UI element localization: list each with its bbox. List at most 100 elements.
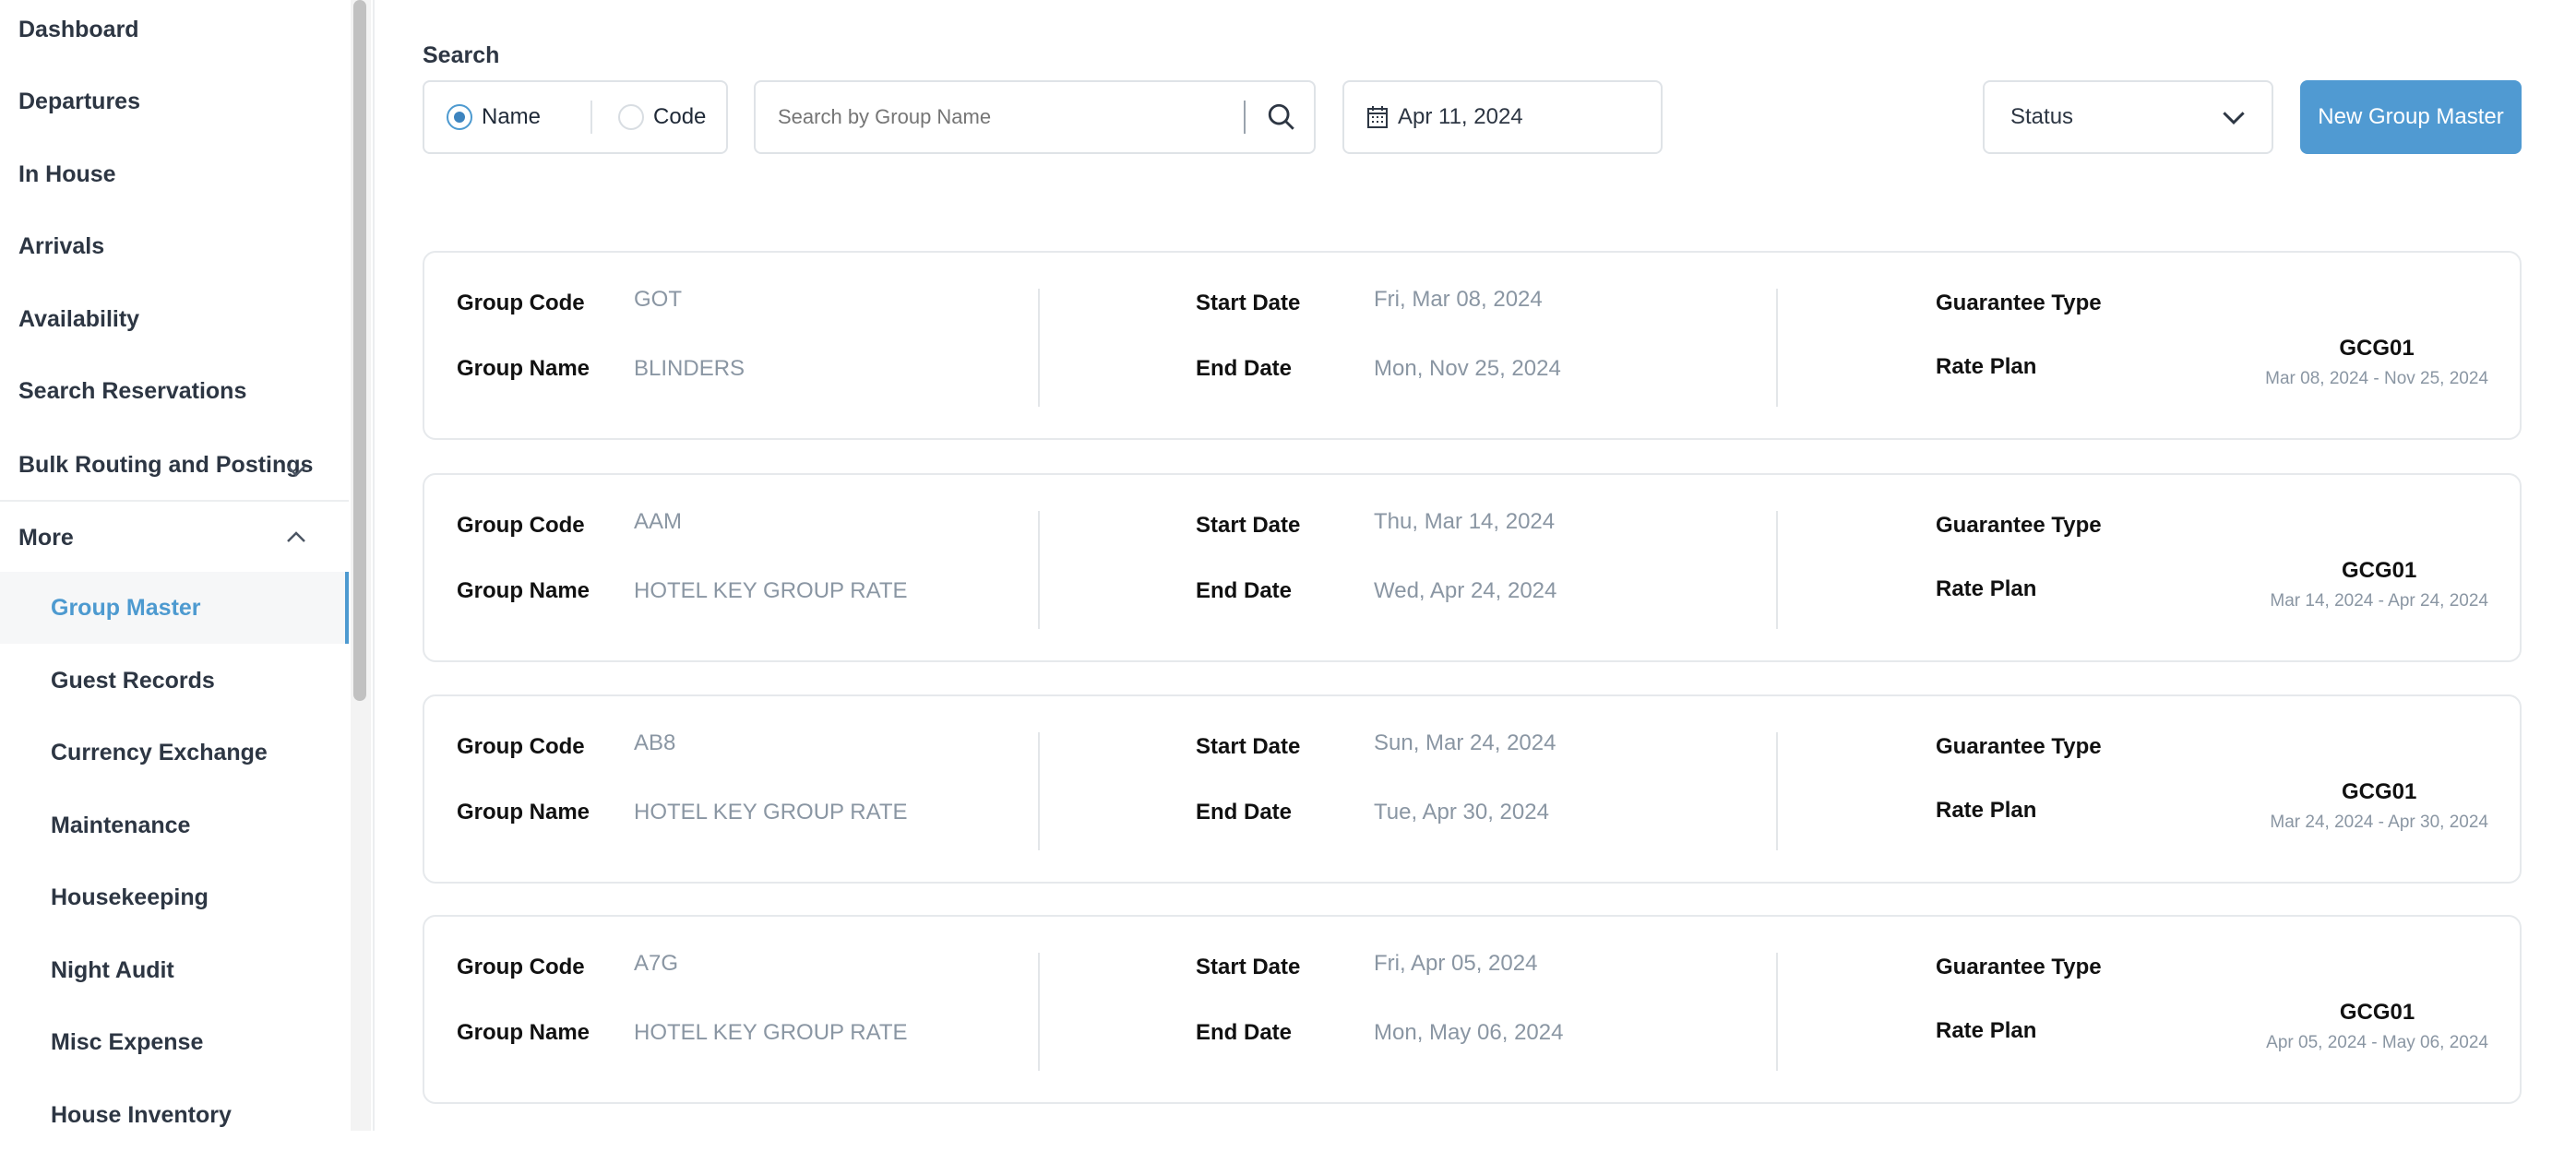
sidebar-item-label: Currency Exchange [51, 739, 268, 765]
start-date-label: Start Date [1196, 291, 1301, 315]
sidebar-item-label: Maintenance [51, 812, 191, 838]
sidebar-item-currency-exchange[interactable]: Currency Exchange [0, 717, 349, 789]
column-divider [1038, 953, 1040, 1071]
sidebar-item-arrivals[interactable]: Arrivals [0, 210, 349, 282]
rate-plan-label: Rate Plan [1936, 1018, 2037, 1043]
date-value: Apr 11, 2024 [1398, 104, 1523, 129]
date-picker[interactable]: Apr 11, 2024 [1342, 80, 1663, 154]
sidebar-item-group-master[interactable]: Group Master [0, 572, 349, 644]
sidebar-item-house-inventory[interactable]: House Inventory [0, 1079, 349, 1151]
rate-plan-code: GCG01 [2342, 779, 2417, 804]
radio-name[interactable]: Name [447, 104, 541, 130]
rate-plan: GCG01 Apr 05, 2024 - May 06, 2024 [2266, 1000, 2488, 1053]
rate-plan-range: Apr 05, 2024 - May 06, 2024 [2266, 1033, 2488, 1052]
group-card[interactable]: Group Code A7G Group Name HOTEL KEY GROU… [423, 915, 2522, 1104]
end-date-label: End Date [1196, 578, 1293, 603]
sidebar-item-misc-expense[interactable]: Misc Expense [0, 1006, 349, 1078]
sidebar: Dashboard Departures In House Arrivals A… [0, 0, 349, 1131]
column-divider [1038, 289, 1040, 407]
rate-plan-label: Rate Plan [1936, 354, 2037, 379]
sidebar-item-night-audit[interactable]: Night Audit [0, 934, 349, 1006]
end-date-value: Mon, Nov 25, 2024 [1374, 356, 1561, 381]
radio-divider [590, 101, 593, 134]
sidebar-scrollbar-thumb[interactable] [353, 0, 366, 701]
sidebar-item-label: Departures [18, 88, 140, 114]
end-date-label: End Date [1196, 1020, 1293, 1045]
guarantee-type-label: Guarantee Type [1936, 955, 2102, 979]
rate-plan-code: GCG01 [2339, 336, 2415, 361]
radio-name-label: Name [482, 104, 542, 129]
sidebar-item-label: Arrivals [18, 232, 105, 259]
column-divider [1776, 511, 1778, 629]
sidebar-item-label: More [18, 524, 74, 551]
sidebar-item-label: Dashboard [18, 16, 139, 42]
sidebar-item-search-reservations[interactable]: Search Reservations [0, 355, 349, 427]
column-divider [1038, 511, 1040, 629]
group-name-label: Group Name [457, 356, 590, 381]
calendar-icon [1367, 106, 1388, 128]
group-code-value: A7G [634, 951, 679, 976]
sidebar-item-more[interactable]: More [0, 502, 349, 574]
sidebar-item-in-house[interactable]: In House [0, 138, 349, 210]
new-group-master-button[interactable]: New Group Master [2300, 80, 2522, 154]
guarantee-type-label: Guarantee Type [1936, 734, 2102, 759]
group-name-value: HOTEL KEY GROUP RATE [634, 1020, 908, 1045]
sidebar-item-label: Group Master [51, 594, 201, 621]
column-divider [1776, 289, 1778, 407]
column-divider [1776, 953, 1778, 1071]
start-date-value: Sun, Mar 24, 2024 [1374, 730, 1556, 755]
sidebar-item-departures[interactable]: Departures [0, 65, 349, 137]
group-card[interactable]: Group Code AAM Group Name HOTEL KEY GROU… [423, 473, 2522, 662]
sidebar-divider [0, 500, 349, 502]
search-input[interactable] [778, 105, 1239, 129]
start-date-value: Thu, Mar 14, 2024 [1374, 509, 1556, 534]
group-code-label: Group Code [457, 955, 585, 979]
radio-code[interactable]: Code [618, 104, 706, 130]
sidebar-item-housekeeping[interactable]: Housekeeping [0, 861, 349, 933]
rate-plan: GCG01 Mar 24, 2024 - Apr 30, 2024 [2270, 779, 2488, 833]
group-name-label: Group Name [457, 800, 590, 825]
rate-plan: GCG01 Mar 14, 2024 - Apr 24, 2024 [2270, 558, 2488, 611]
sidebar-item-label: Misc Expense [51, 1028, 204, 1055]
rate-plan-label: Rate Plan [1936, 798, 2037, 823]
column-divider [1776, 732, 1778, 850]
sidebar-item-label: Housekeeping [51, 884, 209, 910]
start-date-label: Start Date [1196, 734, 1301, 759]
sidebar-item-bulk-routing[interactable]: Bulk Routing and Postings [0, 429, 349, 501]
sidebar-item-dashboard[interactable]: Dashboard [0, 0, 349, 65]
group-name-label: Group Name [457, 578, 590, 603]
group-name-value: HOTEL KEY GROUP RATE [634, 578, 908, 603]
sidebar-item-availability[interactable]: Availability [0, 283, 349, 355]
sidebar-item-label: Guest Records [51, 667, 215, 694]
start-date-value: Fri, Mar 08, 2024 [1374, 287, 1543, 312]
start-date-value: Fri, Apr 05, 2024 [1374, 951, 1538, 976]
sidebar-item-guest-records[interactable]: Guest Records [0, 645, 349, 717]
radio-selected-icon[interactable] [447, 104, 472, 130]
search-label: Search [423, 42, 500, 68]
sidebar-item-label: House Inventory [51, 1101, 232, 1128]
search-input-box[interactable] [754, 80, 1316, 154]
status-dropdown[interactable]: Status [1983, 80, 2273, 154]
search-icon[interactable] [1266, 101, 1297, 133]
radio-unselected-icon[interactable] [618, 104, 645, 130]
guarantee-type-label: Guarantee Type [1936, 291, 2102, 315]
chevron-down-icon [2223, 112, 2245, 125]
group-code-label: Group Code [457, 513, 585, 538]
group-card[interactable]: Group Code AB8 Group Name HOTEL KEY GROU… [423, 694, 2522, 884]
rate-plan-range: Mar 24, 2024 - Apr 30, 2024 [2270, 813, 2488, 832]
end-date-label: End Date [1196, 356, 1293, 381]
content-divider [373, 0, 375, 1131]
group-card[interactable]: Group Code GOT Group Name BLINDERS Start… [423, 251, 2522, 440]
status-value: Status [2010, 104, 2074, 129]
rate-plan-range: Mar 14, 2024 - Apr 24, 2024 [2270, 591, 2488, 611]
sidebar-item-label: In House [18, 160, 116, 187]
group-name-value: BLINDERS [634, 356, 745, 381]
sidebar-item-label: Availability [18, 305, 140, 332]
start-date-label: Start Date [1196, 955, 1301, 979]
chevron-up-icon [287, 531, 305, 542]
rate-plan-code: GCG01 [2342, 558, 2417, 583]
search-mode-toggle: Name Code [423, 80, 728, 154]
chevron-down-icon [287, 466, 305, 477]
sidebar-item-maintenance[interactable]: Maintenance [0, 789, 349, 861]
radio-code-label: Code [653, 104, 707, 129]
